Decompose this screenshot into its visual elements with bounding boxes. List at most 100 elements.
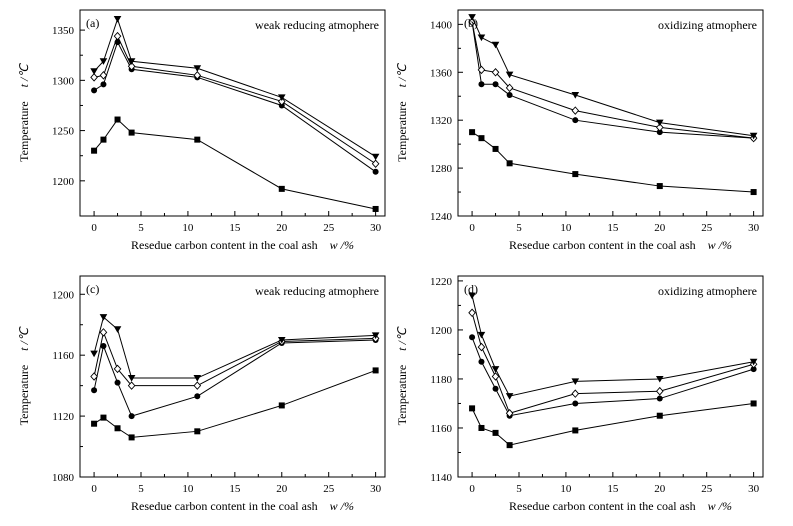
chart-panel-2: 0 5 10 15 20 25 30 1240 1280 1320 1360 1400 (b) oxidi… — [395, 9, 764, 252]
data-point-square — [506, 160, 513, 167]
y-tick-label: 1250 — [52, 126, 75, 138]
data-point-square — [750, 189, 757, 196]
chart-panel-3: 0 5 10 15 20 25 30 1080 1120 1160 1200 (c) weak redu… — [17, 275, 386, 513]
data-point-diamond — [655, 123, 664, 132]
data-point-diamond — [193, 71, 202, 80]
panel-label: (d) — [464, 282, 478, 296]
data-point-circle — [100, 343, 107, 350]
y-tick-label: 1220 — [430, 276, 453, 288]
x-tick-label: 0 — [91, 222, 97, 234]
panel-label: (a) — [86, 16, 99, 30]
data-point-triangle-down — [655, 119, 664, 127]
data-point-square — [128, 434, 135, 441]
data-point-diamond — [99, 71, 108, 80]
x-tick-label: 30 — [370, 222, 382, 234]
data-point-square — [278, 185, 285, 192]
y-tick-label: 1140 — [430, 472, 452, 484]
data-point-triangle-down — [90, 350, 98, 358]
x-tick-label: 20 — [276, 483, 288, 495]
data-point-diamond — [477, 342, 486, 352]
data-point-circle — [492, 81, 499, 88]
x-tick-label: 25 — [701, 222, 713, 234]
data-point-circle — [128, 413, 135, 420]
data-point-square — [492, 145, 499, 152]
data-point-square — [278, 402, 285, 409]
plot-frame — [79, 9, 386, 217]
data-point-diamond — [371, 159, 380, 169]
data-point-triangle-down — [277, 336, 286, 344]
x-axis-symbol: w /% — [708, 238, 732, 252]
y-tick-label: 1350 — [52, 25, 75, 37]
atmosphere-annotation: oxidizing atmophere — [658, 284, 757, 298]
data-point-square — [372, 367, 379, 374]
data-point-square — [656, 183, 663, 190]
data-point-circle — [478, 81, 485, 88]
x-axis-label: Resedue carbon content in the coal ash — [131, 499, 318, 513]
data-point-circle — [572, 400, 579, 407]
chart-panel-4: 0 5 10 15 20 25 30 1140 1160 1180 1200 1220 (d) oxidi… — [395, 275, 764, 513]
y-axis-title: Temperature t /℃ — [17, 63, 31, 162]
x-axis-title: Resedue carbon content in the coal ash w … — [509, 238, 732, 252]
data-point-triangle-down — [468, 292, 476, 300]
plot-frame — [79, 275, 386, 478]
data-point-triangle-down — [505, 71, 514, 79]
x-tick-label: 30 — [748, 222, 760, 234]
atmosphere-annotation: weak reducing atmophere — [255, 18, 379, 32]
data-point-triangle-down — [113, 326, 122, 333]
panel-label: (b) — [464, 16, 478, 30]
y-tick-label: 1080 — [52, 472, 75, 484]
data-point-square — [572, 427, 579, 434]
data-point-diamond — [505, 83, 514, 93]
x-tick-label: 15 — [229, 483, 241, 495]
data-point-triangle-down — [491, 366, 500, 373]
x-tick-label: 30 — [370, 483, 382, 495]
data-point-circle — [114, 379, 121, 386]
data-point-diamond — [477, 65, 486, 75]
y-tick-label: 1360 — [430, 67, 453, 79]
data-point-triangle-down — [655, 375, 664, 383]
data-point-diamond — [127, 381, 136, 390]
y-axis-label: Temperature — [395, 365, 409, 425]
data-point-diamond — [571, 389, 580, 398]
data-point-diamond — [99, 328, 108, 337]
data-point-triangle-down — [99, 58, 108, 65]
x-tick-label: 20 — [276, 222, 288, 234]
data-point-circle — [91, 87, 98, 94]
data-point-square — [114, 116, 121, 123]
x-axis-symbol: w /% — [330, 499, 354, 513]
chart-panel-1: 0 5 10 15 20 25 30 1200 1250 1300 1350 (a) weak redu… — [17, 9, 386, 252]
data-point-diamond — [127, 61, 136, 71]
data-point-diamond — [571, 106, 580, 115]
x-tick-label: 20 — [654, 222, 666, 234]
x-axis-title: Resedue carbon content in the coal ash w … — [509, 499, 732, 513]
data-point-triangle-down — [127, 58, 136, 65]
data-point-diamond — [113, 364, 122, 374]
plot-frame — [457, 275, 764, 478]
data-point-square — [128, 129, 135, 136]
x-axis-symbol: w /% — [330, 238, 354, 252]
data-point-square — [114, 425, 121, 432]
panel-label: (c) — [86, 282, 99, 296]
data-point-square — [478, 424, 485, 431]
x-tick-label: 25 — [701, 483, 713, 495]
y-axis-title: Temperature t /℃ — [395, 63, 409, 162]
atmosphere-annotation: oxidizing atmophere — [658, 18, 757, 32]
data-point-triangle-down — [571, 92, 580, 99]
data-point-circle — [656, 129, 663, 136]
data-point-circle — [506, 92, 513, 99]
y-axis-symbol: t /℃ — [395, 326, 409, 351]
y-tick-label: 1200 — [52, 176, 75, 188]
data-point-circle — [91, 387, 98, 394]
y-axis-label: Temperature — [395, 101, 409, 161]
y-axis-title: Temperature t /℃ — [395, 326, 409, 425]
data-point-diamond — [113, 31, 122, 41]
data-point-triangle-down — [749, 132, 758, 140]
data-point-diamond — [468, 308, 476, 318]
x-tick-label: 5 — [138, 222, 144, 234]
data-point-triangle-down — [193, 375, 202, 382]
y-axis-title: Temperature t /℃ — [17, 326, 31, 425]
x-tick-label: 15 — [607, 222, 619, 234]
data-point-diamond — [90, 372, 98, 381]
y-tick-label: 1200 — [52, 289, 75, 301]
